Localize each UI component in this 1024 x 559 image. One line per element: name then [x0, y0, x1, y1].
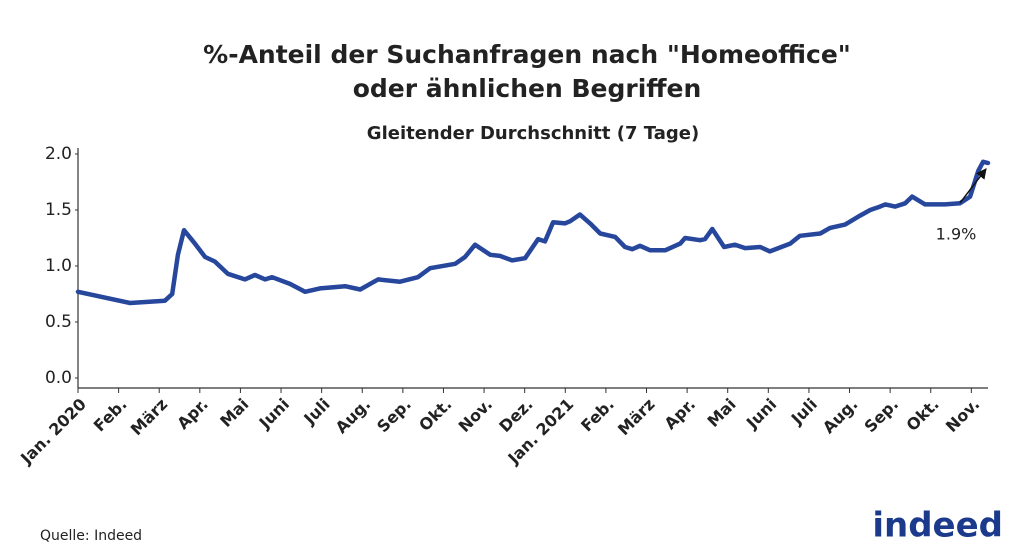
x-tick-label: Juni: [742, 395, 780, 433]
y-tick-label: 2.0: [45, 144, 72, 164]
chart-title: %-Anteil der Suchanfragen nach "Homeoffi…: [203, 40, 851, 69]
x-tick-label: Jan. 2020: [16, 395, 90, 469]
x-tick-label: Nov.: [455, 395, 496, 436]
y-tick-label: 0.5: [45, 312, 72, 332]
x-tick-label: Sep.: [373, 395, 415, 437]
annotation-arrow: [959, 168, 987, 204]
y-tick-label: 1.0: [45, 256, 72, 276]
chart-subtitle: Gleitender Durchschnitt (7 Tage): [367, 123, 699, 144]
x-tick-label: Apr.: [173, 395, 212, 434]
x-tick-label: Nov.: [942, 395, 983, 436]
y-tick-label: 0.0: [45, 368, 72, 388]
logo: indeed: [872, 506, 1003, 546]
x-tick-label: Okt.: [902, 395, 942, 435]
x-tick-label: Juni: [255, 395, 293, 433]
x-tick-label: Feb.: [90, 395, 131, 436]
x-tick-label: März: [127, 395, 171, 439]
x-tick-label: Feb.: [577, 395, 618, 436]
annotation: 1.9%: [936, 224, 977, 243]
x-tick-label: Aug.: [332, 395, 375, 438]
x-tick-label: Apr.: [661, 395, 700, 434]
x-tick-label: März: [614, 395, 658, 439]
source: Quelle: Indeed: [40, 528, 142, 544]
x-tick-label: Okt.: [415, 395, 455, 435]
x-tick-label: Aug.: [819, 395, 862, 438]
chart-title: oder ähnlichen Begriffen: [353, 74, 702, 103]
y-tick-label: 1.5: [45, 200, 72, 220]
x-tick-label: Mai: [216, 395, 252, 431]
x-tick-label: Juli: [787, 395, 821, 429]
series-line: [75, 159, 991, 306]
x-tick-label: Mai: [704, 395, 740, 431]
x-tick-label: Juli: [299, 395, 333, 429]
x-tick-label: Sep.: [860, 395, 902, 437]
